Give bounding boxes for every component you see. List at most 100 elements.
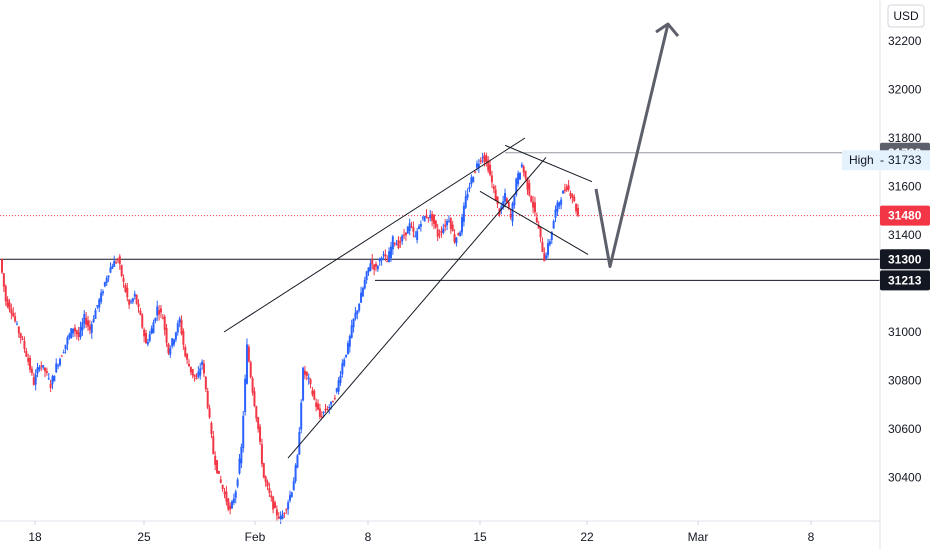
candle-body — [10, 309, 13, 314]
candle-body — [457, 233, 460, 235]
candle-body — [150, 328, 153, 334]
candle-body — [247, 346, 250, 362]
candle-body — [57, 365, 60, 367]
candle-body — [58, 358, 61, 366]
candle-body — [412, 227, 415, 232]
candle-body — [259, 426, 262, 442]
candle-body — [128, 299, 131, 305]
candle-body — [68, 334, 71, 338]
candle-body — [34, 374, 37, 385]
candle-body — [371, 259, 374, 265]
candle-body — [159, 308, 162, 313]
candle-body — [270, 495, 273, 498]
price-tag-bg — [880, 249, 930, 270]
candle-body — [17, 326, 20, 334]
candle-body — [479, 160, 482, 162]
candle-body — [576, 207, 579, 216]
candle-body — [124, 285, 127, 292]
candle-body — [264, 476, 267, 483]
high-label-bg — [842, 150, 930, 171]
candle-body — [8, 302, 11, 310]
candle-body — [245, 344, 248, 384]
candle-body — [376, 266, 379, 270]
candle-body — [324, 408, 327, 411]
currency-button[interactable]: USD — [887, 4, 925, 28]
candle-body — [240, 446, 243, 464]
candle-body — [438, 234, 441, 236]
y-tick-label: 31800 — [888, 131, 922, 145]
candle-body — [539, 226, 542, 238]
candle-body — [36, 367, 39, 374]
candle-body — [470, 177, 473, 185]
candle-body — [483, 155, 486, 162]
candle-body — [103, 282, 106, 287]
price-tag-bg — [880, 270, 930, 291]
candle-body — [173, 339, 176, 345]
candle-body — [191, 369, 194, 376]
candle-body — [148, 334, 151, 342]
axes — [0, 0, 881, 550]
candle-body — [257, 417, 260, 429]
candle-body — [130, 301, 133, 303]
candle-body — [268, 488, 271, 493]
candle-body — [558, 202, 561, 207]
x-axis-ticks: 18 25 Feb 8 15 22 Mar 8 — [28, 521, 815, 544]
candle-body — [193, 374, 196, 377]
candle-body — [279, 516, 282, 520]
candle-body — [423, 216, 426, 222]
candle-body — [432, 214, 435, 224]
candle-body — [446, 220, 449, 226]
candle-body — [313, 390, 316, 400]
candle-body — [401, 235, 404, 242]
candle-body — [44, 367, 47, 372]
candle-body — [354, 312, 357, 319]
candle-body — [462, 205, 465, 222]
candle-body — [494, 189, 497, 202]
candle-body — [388, 251, 391, 262]
candle-body — [389, 246, 392, 259]
candle-body — [434, 220, 437, 228]
candle-body — [161, 317, 164, 319]
candle-body — [242, 415, 245, 448]
candle-body — [318, 408, 321, 417]
candle-body — [492, 186, 495, 190]
candle-body — [51, 376, 54, 385]
candle-body — [300, 402, 303, 430]
candle-body — [513, 196, 516, 206]
candle-body — [526, 177, 529, 190]
candle-body — [554, 209, 557, 219]
candle-body — [188, 363, 190, 367]
candle-body — [225, 491, 228, 502]
candle-body — [533, 202, 536, 213]
candle-body — [367, 267, 370, 273]
y-tick-label: 31400 — [888, 228, 922, 242]
candle-body — [453, 234, 456, 243]
candle-body — [331, 401, 334, 403]
candle-body — [348, 336, 351, 347]
candle-body — [489, 164, 492, 175]
candle-body — [339, 375, 342, 383]
candle-body — [363, 279, 366, 289]
candle-body — [309, 379, 312, 384]
candle-body — [507, 202, 510, 209]
y-tick-label: 31000 — [888, 325, 922, 339]
candle-body — [567, 185, 570, 190]
candle-body — [266, 481, 269, 487]
candle-body — [320, 416, 323, 418]
candle-body — [575, 203, 578, 212]
candle-body — [195, 377, 198, 380]
candle-body — [502, 201, 505, 207]
candle-body — [532, 201, 535, 208]
candle-body — [79, 326, 82, 338]
candle-body — [565, 186, 568, 191]
candle-body — [466, 194, 469, 198]
candle-body — [29, 357, 32, 370]
candle-body — [397, 240, 400, 248]
candle-body — [365, 271, 368, 281]
candle-body — [380, 257, 383, 261]
x-tick-label: 25 — [137, 530, 151, 544]
candle-body — [375, 263, 377, 267]
candle-body — [341, 363, 344, 375]
candle-body — [545, 255, 548, 259]
